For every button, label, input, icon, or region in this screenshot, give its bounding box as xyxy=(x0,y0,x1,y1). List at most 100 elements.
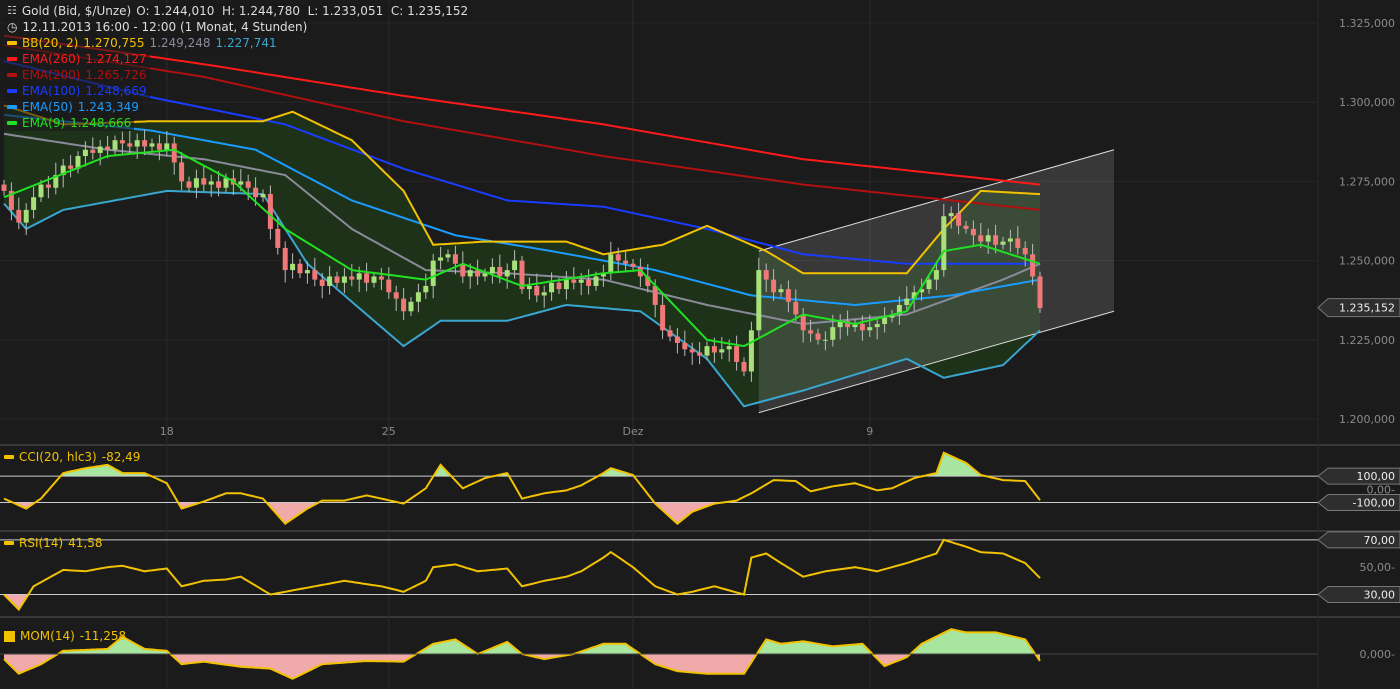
mom-zero-label: 0,000- xyxy=(1360,648,1395,661)
candle xyxy=(267,185,273,240)
candle-body xyxy=(364,273,370,283)
candle xyxy=(438,246,444,270)
candle-body xyxy=(304,270,310,274)
candle xyxy=(704,341,710,361)
chart-settings-icon[interactable]: ☷ xyxy=(7,4,17,17)
candle xyxy=(327,265,333,295)
legend-item[interactable]: EMA(260) 1.274,127 xyxy=(4,51,150,67)
legend-swatch xyxy=(7,121,17,125)
candle-body xyxy=(112,140,118,150)
legend-label: EMA(100) xyxy=(22,84,81,98)
candle-body xyxy=(859,323,865,331)
candle-body xyxy=(23,209,29,223)
candle-body xyxy=(1007,238,1013,242)
candle xyxy=(778,284,784,298)
candle xyxy=(519,255,525,294)
candle xyxy=(815,328,821,345)
candle xyxy=(452,245,458,275)
level-tag-shape xyxy=(1317,586,1400,603)
candle-body xyxy=(393,292,399,299)
candle-body xyxy=(623,260,629,264)
candle-body xyxy=(452,254,458,264)
candle-body xyxy=(556,282,562,290)
candle-body xyxy=(90,149,96,153)
candle xyxy=(837,314,843,340)
rsi-swatch xyxy=(4,541,14,545)
candle-body xyxy=(741,361,747,372)
candle xyxy=(534,273,540,303)
legend-value: 1.243,349 xyxy=(77,100,139,114)
candle-body xyxy=(808,330,814,334)
legend-item[interactable]: EMA(100) 1.248,669 xyxy=(4,83,150,99)
candle xyxy=(282,241,288,283)
candle-body xyxy=(282,247,288,271)
candle xyxy=(948,206,954,229)
y-tick-label: 1.225,000 xyxy=(1339,334,1395,347)
candle xyxy=(637,258,643,287)
candle-body xyxy=(408,301,414,312)
last-price-tag: 1.235,152 xyxy=(1317,298,1400,318)
candle-body xyxy=(970,228,976,236)
candle-body xyxy=(697,352,703,356)
candle xyxy=(304,261,310,284)
candle-body xyxy=(711,346,717,353)
candle xyxy=(297,259,303,279)
x-tick-label: 9 xyxy=(866,425,873,438)
candle xyxy=(623,250,629,273)
candle-body xyxy=(349,276,355,280)
legend-item[interactable]: EMA(9) 1.248,666 xyxy=(4,115,135,131)
candle xyxy=(867,314,873,337)
candle xyxy=(97,139,103,166)
candle-body xyxy=(260,194,266,198)
legend-item[interactable]: BB(20, 2) 1.270,755 1.249,248 1.227,741 xyxy=(4,35,280,51)
candle-body xyxy=(926,279,932,290)
candle xyxy=(23,203,29,235)
y-tick-label: 1.300,000 xyxy=(1339,96,1395,109)
legend-value-mid: 1.249,248 xyxy=(149,36,211,50)
candle-body xyxy=(401,298,407,312)
oscillator-line xyxy=(3,538,1041,612)
candle xyxy=(16,197,22,230)
candle xyxy=(1030,243,1036,285)
candle xyxy=(926,274,932,294)
candle xyxy=(127,131,133,154)
candle xyxy=(1022,241,1028,267)
level-tag: -100,00 xyxy=(1317,494,1400,512)
mom-value: -11,258 xyxy=(79,629,127,643)
rsi-label: RSI(14) xyxy=(19,536,64,550)
legend-swatch xyxy=(7,105,17,109)
candle xyxy=(563,271,569,300)
candle xyxy=(615,247,621,273)
candle xyxy=(600,264,606,287)
candle-body xyxy=(297,263,303,274)
legend-item[interactable]: EMA(200) 1.265,726 xyxy=(4,67,150,83)
candle xyxy=(970,220,976,246)
legend-value: 1.248,669 xyxy=(85,84,147,98)
candle-body xyxy=(238,181,244,185)
legend-item[interactable]: EMA(50) 1.243,349 xyxy=(4,99,142,115)
cci-value: -82,49 xyxy=(101,450,141,464)
candle-body xyxy=(341,276,347,283)
clock-icon: ◷ xyxy=(7,20,18,34)
candle-body xyxy=(275,228,281,248)
candle-body xyxy=(216,181,222,188)
candle-body xyxy=(208,181,214,185)
level-tag: 70,00 xyxy=(1317,531,1400,549)
candle-body xyxy=(193,178,199,188)
candle xyxy=(186,176,192,193)
rsi-mid-label: 50,00- xyxy=(1360,561,1395,574)
candle xyxy=(874,317,880,340)
candle-body xyxy=(985,235,991,242)
candle-body xyxy=(660,304,666,331)
candle-body xyxy=(763,270,769,280)
candle-body xyxy=(438,257,444,261)
candle xyxy=(526,277,532,300)
candle-body xyxy=(963,225,969,229)
candle-body xyxy=(815,333,821,340)
candle xyxy=(68,155,74,178)
candle xyxy=(134,133,140,159)
candle-body xyxy=(911,292,917,299)
ema100-line xyxy=(3,60,1040,265)
candle xyxy=(734,335,740,371)
